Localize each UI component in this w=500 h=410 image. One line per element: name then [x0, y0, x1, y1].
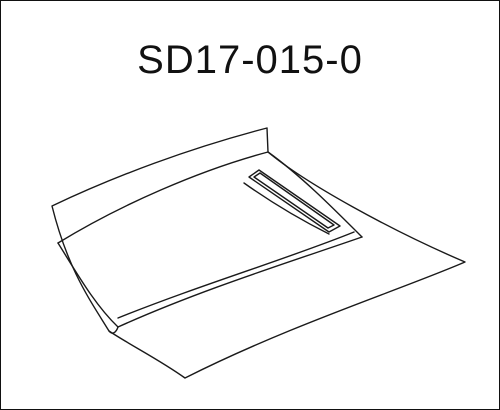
hood-ridge-line	[117, 231, 355, 319]
hood-left-flange	[57, 242, 119, 328]
hood-scoop-wall	[243, 182, 330, 235]
hood-rear-seam	[117, 236, 363, 328]
hood-outline	[51, 127, 466, 379]
hood-scoop-outer	[248, 169, 341, 233]
hood-front-lip	[57, 151, 269, 244]
hood-scoop-inner	[253, 172, 335, 229]
hood-right-edge	[267, 151, 363, 238]
part-number-title: SD17-015-0	[137, 38, 363, 82]
hood-rear-edge	[108, 326, 119, 334]
